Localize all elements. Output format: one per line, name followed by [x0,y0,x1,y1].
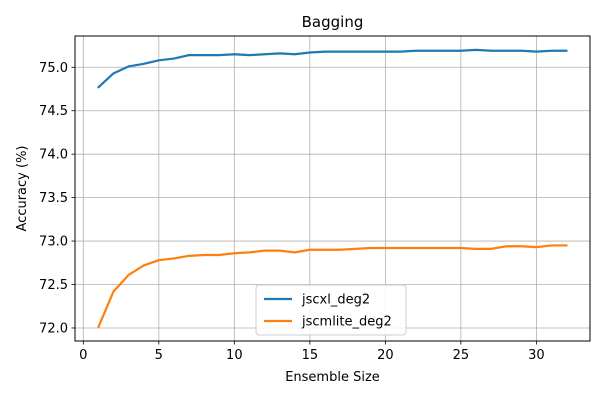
x-tick-label: 30 [528,348,545,363]
y-axis-label: Accuracy (%) [15,146,30,232]
legend-box [255,284,407,336]
grid [75,36,590,341]
x-tick-label: 5 [155,348,163,363]
x-tick-label: 20 [377,348,394,363]
x-tick-label: 0 [79,348,87,363]
y-tick-label: 73.5 [39,191,68,206]
y-tick-label: 74.5 [39,104,68,119]
legend-label: jscmlite_deg2 [301,315,392,330]
series-layer [97,48,568,329]
x-tick-label: 15 [302,348,319,363]
series-line-jscxl_deg2 [97,48,568,89]
x-tick-label: 25 [453,348,470,363]
plot-area-frame [74,35,591,342]
y-tick-label: 73.0 [39,235,68,250]
legend: jscxl_deg2 jscmlite_deg2 [255,284,407,336]
series-line-jscmlite_deg2 [97,244,568,329]
y-tick-label: 75.0 [39,61,68,76]
chart-title: Bagging [302,13,364,31]
y-tick-label: 72.0 [39,321,68,336]
y-axis-ticks: 72.0 72.5 73.0 73.5 74.0 74.5 75.0 [39,61,75,336]
x-axis-label: Ensemble Size [285,370,380,385]
x-tick-label: 10 [226,348,243,363]
y-tick-label: 72.5 [39,278,68,293]
legend-label: jscxl_deg2 [301,293,370,308]
y-tick-label: 74.0 [39,148,68,163]
x-axis-ticks: 0 5 10 15 20 25 30 [79,341,545,363]
